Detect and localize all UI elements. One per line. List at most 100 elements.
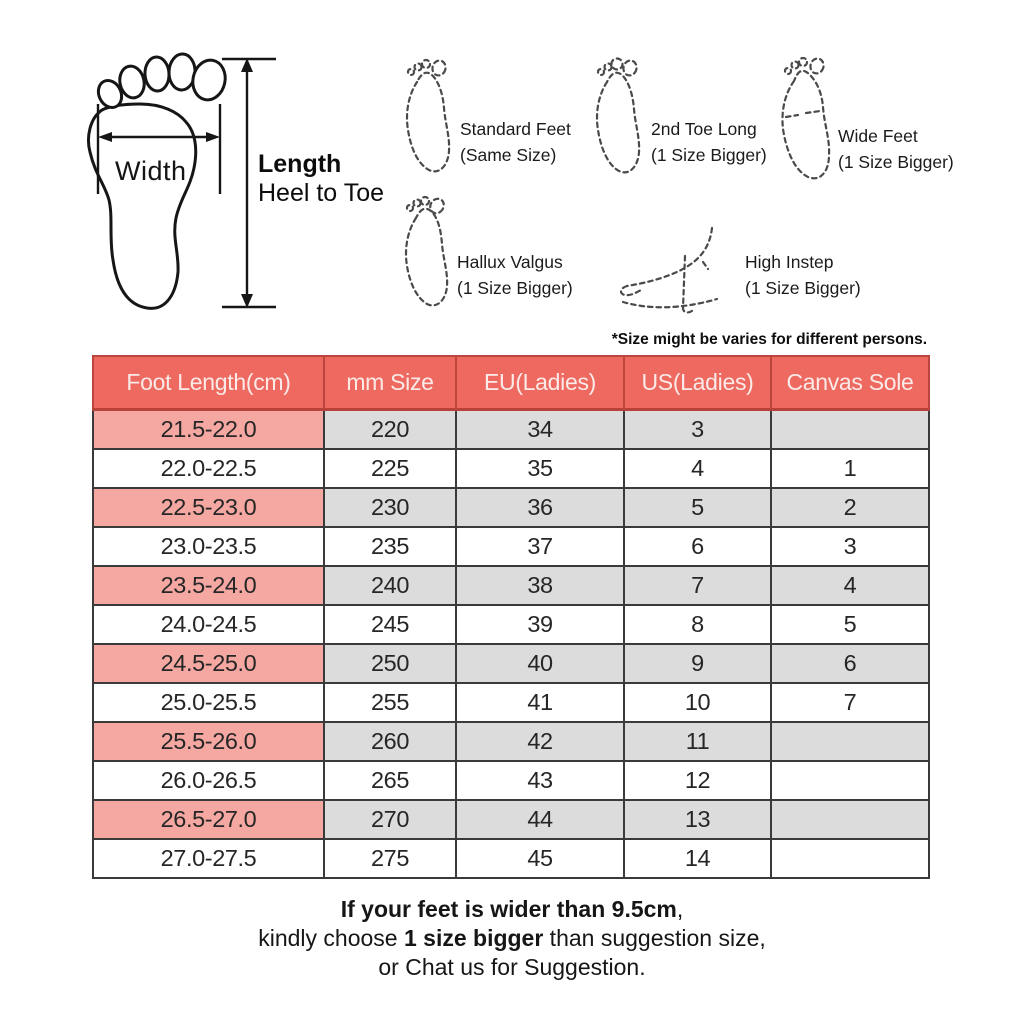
table-cell: 35: [455, 448, 625, 489]
table-cell: 5: [770, 604, 930, 645]
foot-type-label-wide: Wide Feet (1 Size Bigger): [838, 123, 954, 175]
table-cell: 8: [623, 604, 772, 645]
table-cell: 245: [323, 604, 457, 645]
table-column-header: US(Ladies): [623, 355, 772, 411]
high-instep-icon: [620, 226, 719, 314]
foot-type-note: (1 Size Bigger): [745, 278, 861, 298]
table-cell: 34: [455, 408, 625, 450]
table-body: 21.5-22.0 220 34 3 22.0-22.5 225 35 4 1 22.5-23.0…: [92, 408, 930, 879]
table-cell: 270: [323, 799, 457, 840]
table-row: 22.0-22.5 225 35 4 1: [92, 448, 930, 489]
foot-type-name: Standard Feet: [460, 119, 571, 139]
foot-type-name: 2nd Toe Long: [651, 119, 757, 139]
table-cell: 39: [455, 604, 625, 645]
table-cell: 3: [623, 408, 772, 450]
table-cell: 40: [455, 643, 625, 684]
size-variance-note: *Size might be varies for different pers…: [611, 331, 927, 348]
table-cell: 14: [623, 838, 772, 879]
foot-toes-illustration: [96, 52, 227, 110]
table-cell: 260: [323, 721, 457, 762]
table-row: 22.5-23.0 230 36 5 2: [92, 487, 930, 528]
foot-type-note: (1 Size Bigger): [651, 145, 767, 165]
table-row: 21.5-22.0 220 34 3: [92, 408, 930, 450]
table-column-header: Canvas Sole: [770, 355, 930, 411]
table-row: 27.0-27.5 275 45 14: [92, 838, 930, 879]
table-cell: 225: [323, 448, 457, 489]
foot-type-note: (1 Size Bigger): [838, 152, 954, 172]
size-conversion-table: Foot Length(cm) mm Size EU(Ladies) US(Ladie…: [92, 355, 930, 879]
table-cell: 2: [770, 487, 930, 528]
table-cell: 24.0-24.5: [92, 604, 325, 645]
table-cell: 5: [623, 487, 772, 528]
table-cell: 255: [323, 682, 457, 723]
footer-line-3: or Chat us for Suggestion.: [378, 954, 646, 980]
table-cell: 21.5-22.0: [92, 408, 325, 450]
table-cell: 240: [323, 565, 457, 606]
foot-type-label-instep: High Instep (1 Size Bigger): [745, 249, 861, 301]
table-header: Foot Length(cm) mm Size EU(Ladies) US(Ladie…: [92, 355, 930, 411]
table-column-header: EU(Ladies): [455, 355, 625, 411]
table-cell: 4: [623, 448, 772, 489]
table-cell: [770, 760, 930, 801]
table-cell: 11: [623, 721, 772, 762]
table-cell: 24.5-25.0: [92, 643, 325, 684]
table-row: 24.5-25.0 250 40 9 6: [92, 643, 930, 684]
table-cell: 1: [770, 448, 930, 489]
table-cell: 23.5-24.0: [92, 565, 325, 606]
length-sublabel: Heel to Toe: [258, 179, 384, 207]
foot-type-name: Wide Feet: [838, 126, 918, 146]
table-cell: 275: [323, 838, 457, 879]
wide-feet-icon: [781, 56, 831, 180]
foot-measure-diagram: Width Length Heel to Toe: [87, 52, 384, 310]
length-label: Length: [258, 150, 341, 178]
table-cell: 42: [455, 721, 625, 762]
foot-type-label-second-toe: 2nd Toe Long (1 Size Bigger): [651, 116, 767, 168]
table-cell: [770, 838, 930, 879]
table-cell: 36: [455, 487, 625, 528]
table-row: 26.0-26.5 265 43 12: [92, 760, 930, 801]
table-cell: 230: [323, 487, 457, 528]
foot-type-note: (1 Size Bigger): [457, 278, 573, 298]
table-cell: 9: [623, 643, 772, 684]
width-arrow: [96, 104, 222, 194]
hallux-valgus-icon: [404, 195, 449, 307]
table-cell: 37: [455, 526, 625, 567]
table-column-header: mm Size: [323, 355, 457, 411]
table-cell: 27.0-27.5: [92, 838, 325, 879]
table-cell: 26.0-26.5: [92, 760, 325, 801]
table-cell: 12: [623, 760, 772, 801]
table-cell: 4: [770, 565, 930, 606]
table-cell: 6: [623, 526, 772, 567]
table-column-header: Foot Length(cm): [92, 355, 325, 411]
table-row: 25.0-25.5 255 41 10 7: [92, 682, 930, 723]
table-cell: 6: [770, 643, 930, 684]
table-cell: 22.0-22.5: [92, 448, 325, 489]
width-label: Width: [115, 156, 187, 186]
footer-line-2: kindly choose 1 size bigger than suggest…: [258, 925, 766, 951]
table-row: 26.5-27.0 270 44 13: [92, 799, 930, 840]
table-row: 25.5-26.0 260 42 11: [92, 721, 930, 762]
table-cell: [770, 721, 930, 762]
foot-type-note: (Same Size): [460, 145, 557, 165]
table-cell: 3: [770, 526, 930, 567]
table-cell: 7: [623, 565, 772, 606]
foot-outline-illustration: [87, 102, 198, 310]
table-cell: 25.0-25.5: [92, 682, 325, 723]
footer-note: If your feet is wider than 9.5cm, kindly…: [0, 895, 1024, 982]
foot-type-label-hallux: Hallux Valgus (1 Size Bigger): [457, 249, 573, 301]
table-cell: 41: [455, 682, 625, 723]
table-row: 23.0-23.5 235 37 6 3: [92, 526, 930, 567]
foot-type-name: High Instep: [745, 252, 834, 272]
table-cell: 25.5-26.0: [92, 721, 325, 762]
table-cell: 7: [770, 682, 930, 723]
table-cell: [770, 408, 930, 450]
table-cell: 44: [455, 799, 625, 840]
table-cell: 250: [323, 643, 457, 684]
table-cell: 45: [455, 838, 625, 879]
standard-feet-icon: [405, 58, 451, 173]
table-cell: 43: [455, 760, 625, 801]
table-cell: 26.5-27.0: [92, 799, 325, 840]
table-cell: [770, 799, 930, 840]
table-row: 24.0-24.5 245 39 8 5: [92, 604, 930, 645]
foot-type-name: Hallux Valgus: [457, 252, 563, 272]
